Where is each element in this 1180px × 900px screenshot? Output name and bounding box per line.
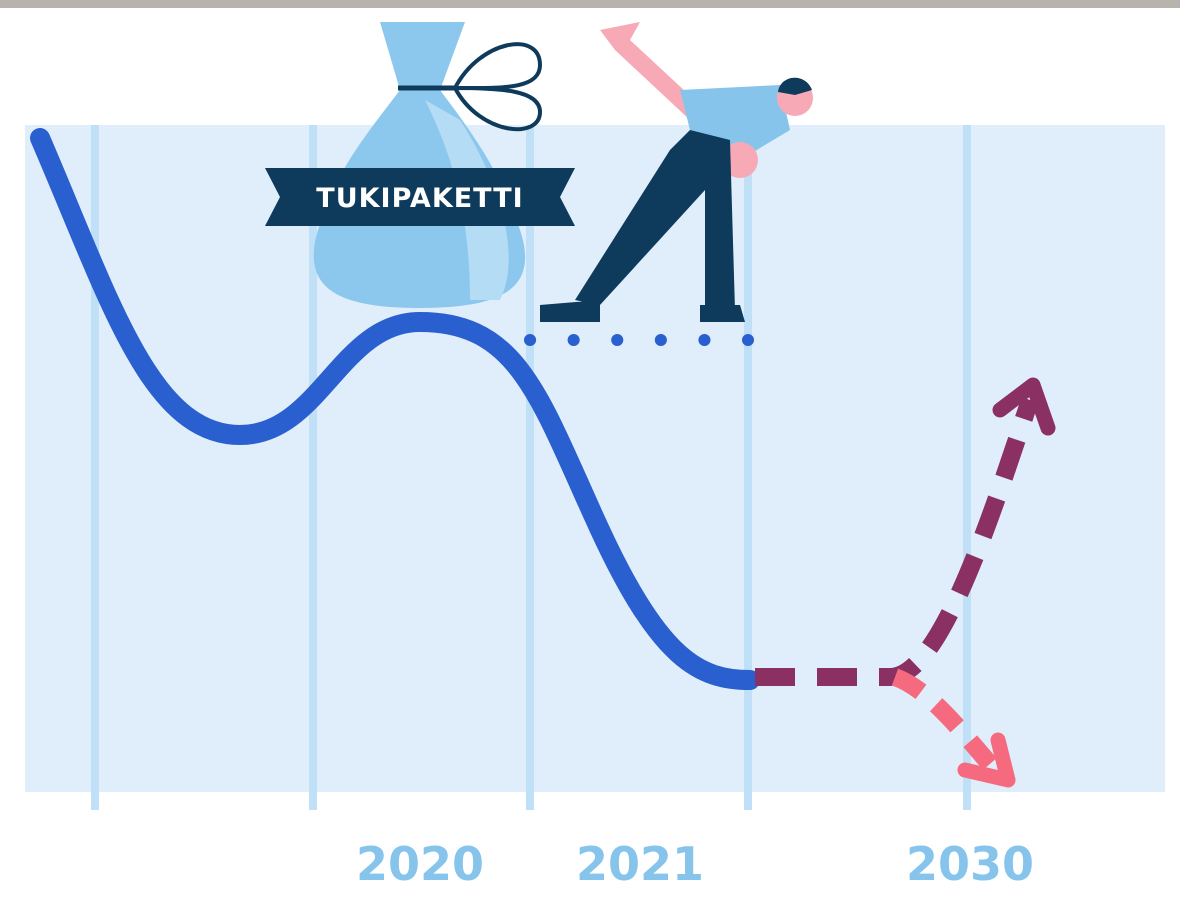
bag-bow — [453, 42, 543, 132]
torso — [680, 85, 790, 160]
year-label: 2030 — [906, 837, 1034, 891]
hair — [778, 77, 812, 95]
top-strip — [0, 0, 1180, 8]
shoe — [540, 300, 600, 322]
bag: TUKIPAKETTI — [265, 22, 575, 308]
banner — [265, 168, 575, 226]
arrow-head — [992, 377, 1056, 436]
grid — [91, 125, 971, 810]
arrow-head — [957, 732, 1016, 788]
downward-projection — [891, 668, 1002, 776]
shoe — [700, 305, 745, 322]
year-label: 2021 — [576, 837, 704, 891]
trend-line — [30, 128, 760, 690]
hand — [722, 142, 758, 178]
legs — [575, 130, 735, 310]
person — [540, 22, 813, 322]
arm — [600, 22, 700, 120]
chart-panel — [25, 125, 1165, 792]
year-label: 2020 — [356, 837, 484, 891]
banner-label: TUKIPAKETTI — [316, 183, 523, 214]
